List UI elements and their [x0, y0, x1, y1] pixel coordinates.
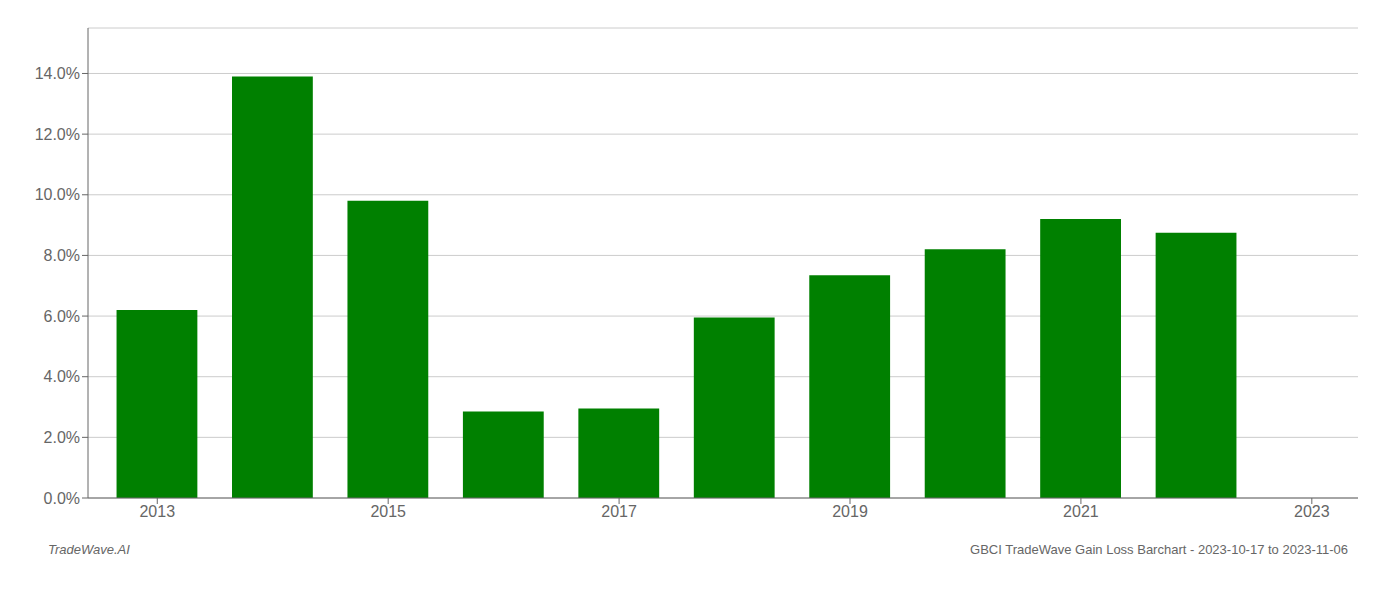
svg-text:12.0%: 12.0% — [35, 126, 80, 143]
svg-text:10.0%: 10.0% — [35, 186, 80, 203]
svg-text:6.0%: 6.0% — [44, 308, 80, 325]
svg-text:0.0%: 0.0% — [44, 490, 80, 507]
svg-text:2019: 2019 — [832, 503, 868, 520]
svg-text:14.0%: 14.0% — [35, 65, 80, 82]
svg-text:4.0%: 4.0% — [44, 368, 80, 385]
html-text:GBCI TradeWave Gain Loss Barch: GBCI TradeWave Gain Loss Barchart - 2023… — [970, 542, 1348, 557]
svg-text:2017: 2017 — [601, 503, 637, 520]
svg-text:2021: 2021 — [1063, 503, 1099, 520]
svg-text:2023: 2023 — [1294, 503, 1330, 520]
html-text:TradeWave.AI: TradeWave.AI — [48, 542, 130, 557]
svg-text:2.0%: 2.0% — [44, 429, 80, 446]
svg-text:2015: 2015 — [370, 503, 406, 520]
svg-text:2013: 2013 — [139, 503, 175, 520]
svg-text:8.0%: 8.0% — [44, 247, 80, 264]
